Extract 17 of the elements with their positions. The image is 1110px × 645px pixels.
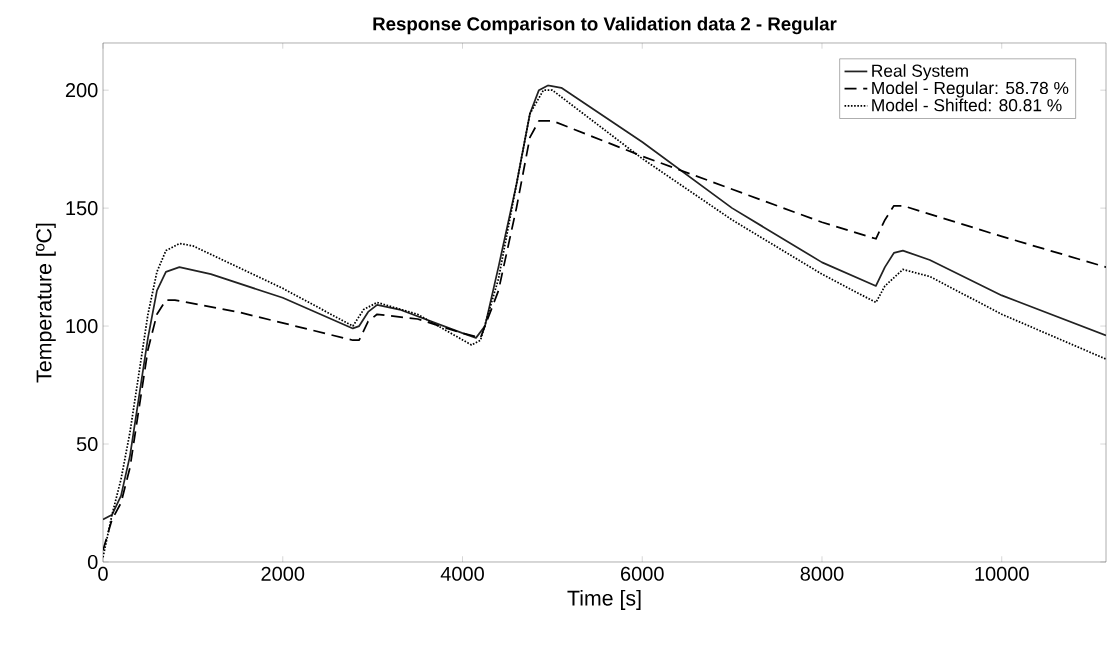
x-tick-label: 0: [98, 566, 108, 581]
x-tick-label: 8000: [800, 566, 844, 581]
x-axis-title: Time [s]: [567, 590, 641, 610]
legend-label: Model - Shifted: 80.81 %: [872, 98, 1062, 112]
y-tick-label: 150: [66, 201, 98, 216]
chart-title: Response Comparison to Validation data 2 - Regular: [373, 16, 837, 35]
y-tick-label: 200: [65, 83, 98, 98]
y-axis-title: Temperature [ºC]: [35, 223, 56, 383]
legend-label: Real System: [872, 64, 968, 81]
legend-label: Model - Regular: 58.78 %: [872, 81, 1069, 98]
x-tick-label: 2000: [261, 566, 305, 581]
y-tick-label: 100: [66, 318, 98, 334]
x-tick-label: 6000: [621, 566, 664, 581]
y-tick-label: 50: [76, 436, 98, 452]
y-tick-label: 0: [87, 554, 98, 570]
x-tick-label: 10000: [975, 566, 1029, 581]
x-tick-label: 4000: [440, 566, 484, 581]
